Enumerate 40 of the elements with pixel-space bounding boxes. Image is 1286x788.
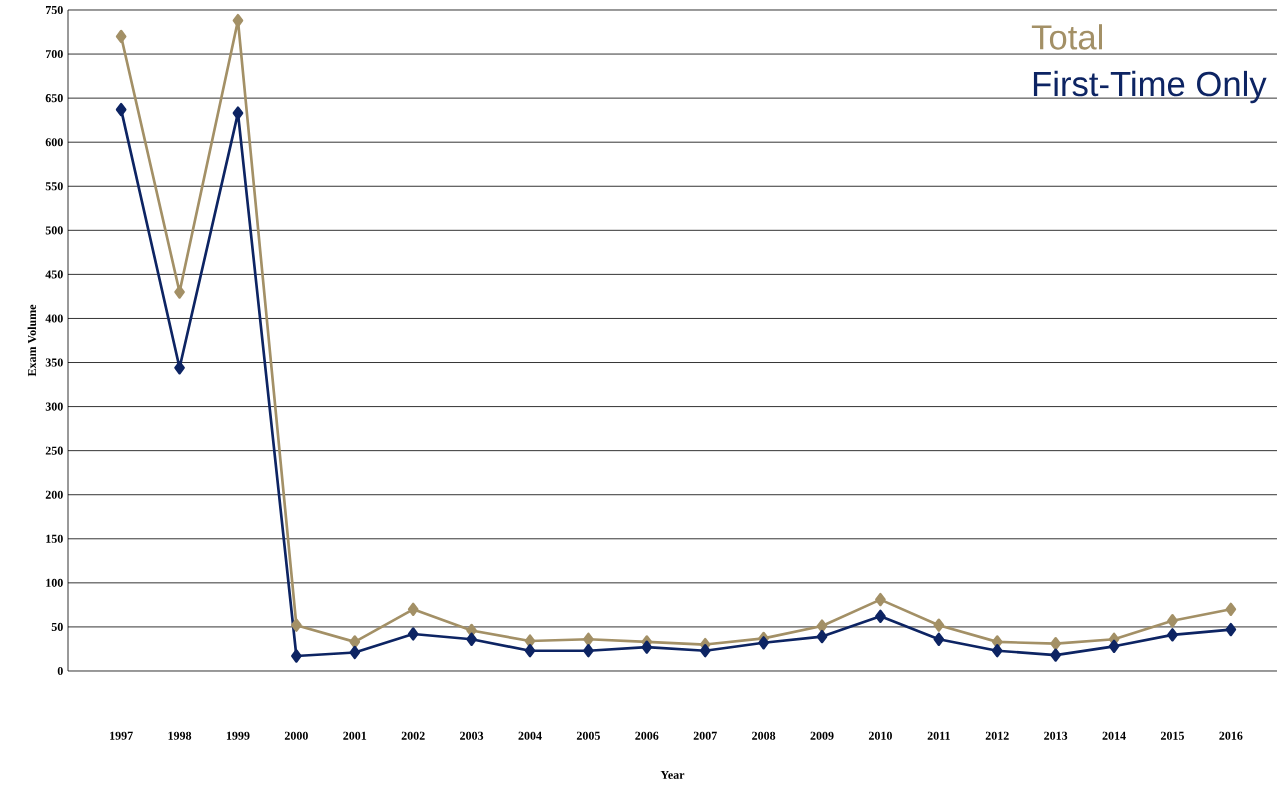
y-tick-label: 50 — [51, 622, 63, 631]
x-tick-label: 2000 — [284, 731, 308, 740]
x-tick-label: 2013 — [1044, 731, 1068, 740]
y-tick-label: 300 — [45, 402, 63, 411]
x-tick-label: 2007 — [693, 731, 717, 740]
y-tick-label: 500 — [45, 226, 63, 235]
x-tick-label: 2009 — [810, 731, 834, 740]
x-tick-label: 2011 — [927, 731, 950, 740]
y-tick-label: 600 — [45, 138, 63, 147]
x-tick-label: 2003 — [460, 731, 484, 740]
y-tick-label: 200 — [45, 490, 63, 499]
x-tick-label: 2008 — [752, 731, 776, 740]
y-tick-label: 650 — [45, 94, 63, 103]
y-tick-label: 0 — [57, 666, 63, 676]
y-tick-label: 400 — [45, 314, 63, 323]
y-tick-label: 250 — [45, 446, 63, 455]
x-tick-label: 2016 — [1219, 731, 1243, 740]
x-tick-label: 2004 — [518, 731, 542, 740]
x-tick-label: 1999 — [226, 731, 250, 740]
y-tick-label: 150 — [46, 534, 63, 543]
x-tick-label: 2014 — [1102, 731, 1126, 740]
y-tick-label: 100 — [46, 578, 63, 587]
y-tick-label: 450 — [45, 270, 63, 279]
x-tick-label: 2015 — [1160, 731, 1185, 740]
y-tick-label: 750 — [45, 5, 63, 15]
y-axis-title: Exam Volume — [27, 304, 37, 377]
x-tick-label: 1998 — [168, 731, 192, 740]
x-axis-title: Year — [660, 770, 685, 779]
x-tick-label: 2005 — [576, 731, 600, 740]
text: Total — [1031, 24, 1103, 50]
x-tick-label: 2012 — [985, 731, 1009, 740]
x-tick-label: 2006 — [635, 731, 659, 740]
y-tick-label: 700 — [45, 50, 63, 59]
x-tick-label: 1997 — [110, 731, 133, 740]
x-tick-label: 2010 — [868, 731, 892, 740]
y-tick-label: 350 — [45, 358, 63, 367]
x-tick-label: 2001 — [343, 731, 367, 740]
x-tick-label: 2002 — [401, 731, 425, 740]
text: First-Time Only — [1033, 70, 1267, 104]
y-tick-label: 550 — [45, 182, 63, 191]
